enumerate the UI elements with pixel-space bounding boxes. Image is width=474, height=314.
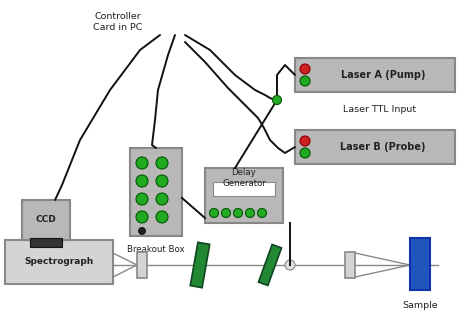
Circle shape xyxy=(156,175,168,187)
Circle shape xyxy=(246,208,255,218)
Bar xyxy=(190,242,210,288)
Circle shape xyxy=(257,208,266,218)
Text: CCD: CCD xyxy=(36,215,56,225)
Bar xyxy=(213,182,275,196)
Circle shape xyxy=(156,157,168,169)
Bar xyxy=(130,148,182,236)
Bar xyxy=(295,58,455,92)
Circle shape xyxy=(156,211,168,223)
Text: Laser A (Pump): Laser A (Pump) xyxy=(341,70,425,80)
Text: Breakout Box: Breakout Box xyxy=(127,246,185,255)
Text: Controller
Card in PC: Controller Card in PC xyxy=(93,12,143,32)
Bar xyxy=(295,130,455,164)
Text: Delay
Generator: Delay Generator xyxy=(222,168,266,188)
Circle shape xyxy=(210,208,219,218)
Circle shape xyxy=(136,193,148,205)
Text: Spectrograph: Spectrograph xyxy=(24,257,94,267)
Circle shape xyxy=(285,260,295,270)
Bar xyxy=(30,238,62,247)
Circle shape xyxy=(234,208,243,218)
Bar xyxy=(410,238,430,290)
Circle shape xyxy=(136,211,148,223)
Circle shape xyxy=(300,76,310,86)
Circle shape xyxy=(300,148,310,158)
Circle shape xyxy=(300,136,310,146)
Circle shape xyxy=(136,175,148,187)
Bar xyxy=(5,240,113,284)
Circle shape xyxy=(221,208,230,218)
Circle shape xyxy=(138,228,146,235)
Bar xyxy=(22,200,70,240)
Bar xyxy=(345,252,355,278)
Circle shape xyxy=(300,64,310,74)
Bar xyxy=(258,245,282,285)
Text: Laser B (Probe): Laser B (Probe) xyxy=(340,142,426,152)
Bar xyxy=(205,168,283,223)
Text: Sample: Sample xyxy=(402,301,438,311)
Circle shape xyxy=(273,95,282,105)
Circle shape xyxy=(156,193,168,205)
Text: Laser TTL Input: Laser TTL Input xyxy=(344,106,417,115)
Circle shape xyxy=(136,157,148,169)
Bar xyxy=(137,252,147,278)
